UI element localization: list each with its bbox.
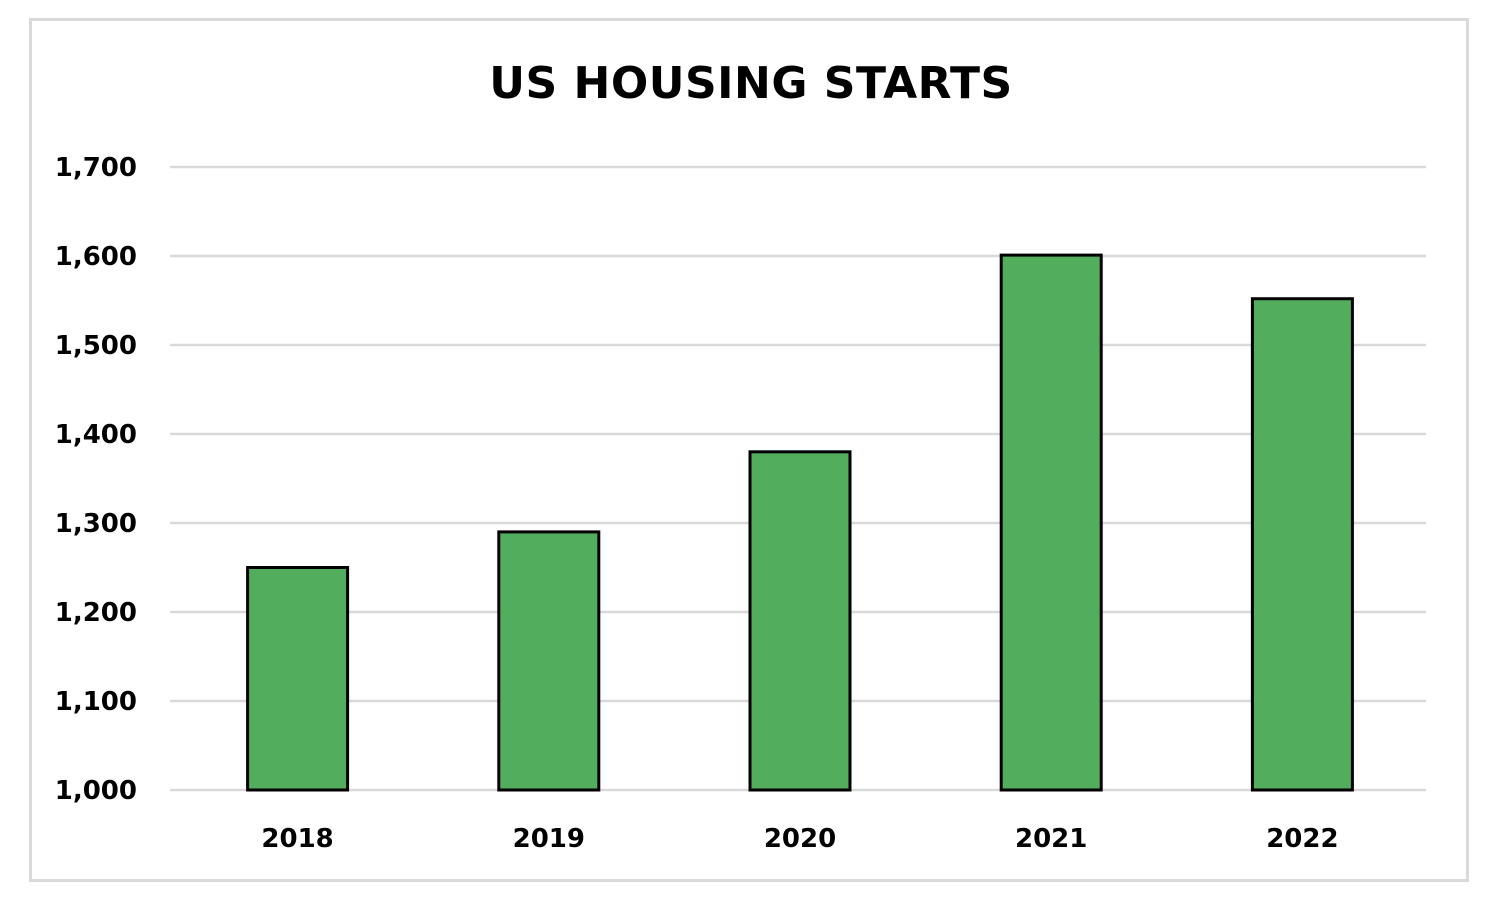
x-axis-tick-labels: 2018 2019 2020 2021 2022 [261, 824, 1338, 854]
y-tick-label: 1,100 [55, 687, 137, 717]
y-tick-label: 1,700 [55, 153, 137, 183]
chart-title: US HOUSING STARTS [489, 58, 1013, 109]
y-tick-label: 1,400 [55, 420, 137, 450]
bar-2022 [1250, 297, 1354, 792]
x-tick-label: 2019 [513, 824, 585, 854]
bar-2021 [999, 253, 1103, 792]
x-tick-label: 2022 [1266, 824, 1338, 854]
y-tick-label: 1,200 [55, 598, 137, 628]
bars [246, 253, 1354, 792]
bar-2020 [748, 450, 852, 792]
y-axis-tick-labels: 1,000 1,100 1,200 1,300 1,400 1,500 1,600 1,700 [55, 153, 137, 806]
y-tick-label: 1,600 [55, 242, 137, 272]
y-tick-label: 1,000 [55, 776, 137, 806]
bar-2019 [497, 530, 601, 792]
x-tick-label: 2021 [1015, 824, 1087, 854]
x-tick-label: 2020 [764, 824, 836, 854]
bar-2018 [246, 566, 350, 792]
y-tick-label: 1,300 [55, 509, 137, 539]
x-tick-label: 2018 [261, 824, 333, 854]
y-tick-label: 1,500 [55, 331, 137, 361]
